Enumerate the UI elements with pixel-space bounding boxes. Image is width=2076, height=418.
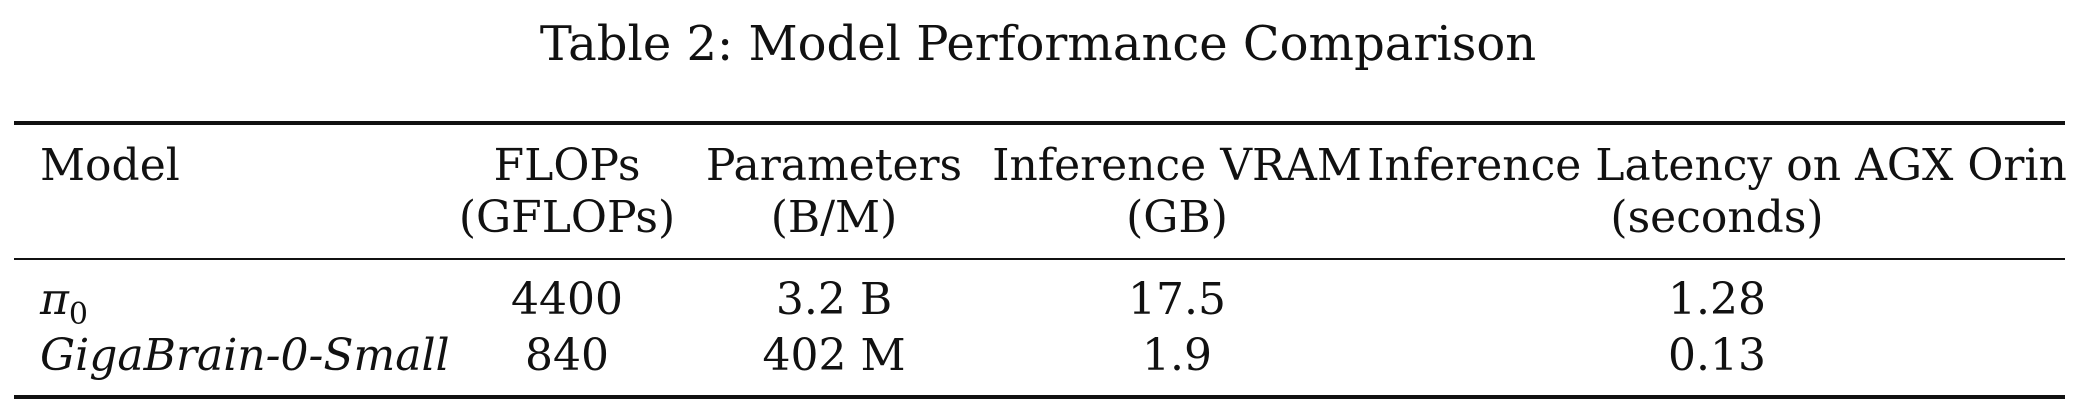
- header-flops: FLOPs (GFLOPs): [459, 140, 675, 244]
- header-latency-line2: (seconds): [1610, 192, 1824, 243]
- row-gigabrain-parameters: 402 M: [762, 330, 906, 381]
- header-parameters-line1: Parameters: [705, 140, 963, 191]
- header-flops-line1: FLOPs: [493, 140, 641, 191]
- pi0-subscript: 0: [68, 297, 89, 332]
- header-vram-line2: (GB): [1126, 192, 1228, 243]
- header-parameters-line2: (B/M): [770, 192, 898, 243]
- row-pi0-model: π0: [40, 274, 88, 341]
- row-gigabrain-latency: 0.13: [1668, 330, 1766, 381]
- row-gigabrain-flops: 840: [525, 330, 609, 381]
- header-flops-line2: (GFLOPs): [458, 192, 676, 243]
- row-pi0-flops: 4400: [511, 274, 623, 325]
- bottom-rule: [14, 395, 2065, 399]
- row-pi0-latency: 1.28: [1668, 274, 1766, 325]
- row-gigabrain-vram: 1.9: [1142, 330, 1212, 381]
- header-vram-line1: Inference VRAM: [992, 140, 1362, 191]
- header-vram: Inference VRAM (GB): [992, 140, 1362, 244]
- header-model: Model: [40, 140, 180, 191]
- pi0-symbol: π: [40, 274, 69, 325]
- header-latency-line1: Inference Latency on AGX Orin: [1367, 140, 2067, 191]
- header-latency: Inference Latency on AGX Orin (seconds): [1367, 140, 2067, 244]
- table-caption: Table 2: Model Performance Comparison: [539, 16, 1537, 72]
- row-pi0-parameters: 3.2 B: [775, 274, 893, 325]
- top-rule: [14, 121, 2065, 125]
- row-gigabrain-model: GigaBrain-0-Small: [40, 330, 450, 381]
- row-pi0-vram: 17.5: [1128, 274, 1226, 325]
- mid-rule: [14, 258, 2065, 260]
- header-parameters: Parameters (B/M): [706, 140, 962, 244]
